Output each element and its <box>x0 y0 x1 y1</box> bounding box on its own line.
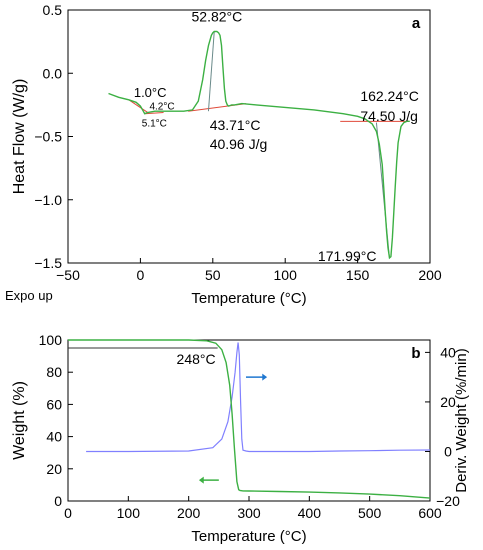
y-tick-label: −0.5 <box>34 129 62 145</box>
deriv-weight-series-line <box>86 342 431 453</box>
y-tick-label: 0.5 <box>43 2 63 18</box>
x-tick-label: −50 <box>56 267 80 283</box>
x-tick-label: 100 <box>274 267 298 283</box>
weight-series-line <box>68 339 431 499</box>
plot-frame <box>67 339 431 502</box>
annotation-label: 40.96 J/g <box>210 136 268 152</box>
y-tick-label: 40 <box>46 429 62 445</box>
y-tick-label: 80 <box>46 364 62 380</box>
tangent-line <box>128 99 148 113</box>
x-tick-label: 500 <box>358 505 382 521</box>
x-tick-label: 600 <box>418 505 442 521</box>
annotation-label: 1.0°C <box>134 85 167 100</box>
x-tick-label: 50 <box>205 267 221 283</box>
y-tick-label: 0 <box>54 493 62 509</box>
annotation-label: 43.71°C <box>210 117 261 133</box>
x-tick-label: 0 <box>64 505 72 521</box>
deriv-axis-arrowhead <box>262 373 268 381</box>
weight-axis-arrowhead <box>198 476 204 484</box>
panel-b: 0 100 200 300 400 500 600 0 20 40 60 80 100 −20 0 20 40 T… <box>11 332 470 545</box>
panel-a: −50 0 50 100 150 200 0.5 0.0 −0.5 −1.0 −1.5 Tempera… <box>5 2 442 307</box>
annotation-label: 5.1°C <box>142 119 167 130</box>
x-tick-label: 0 <box>137 267 145 283</box>
y-tick-label: 60 <box>46 396 62 412</box>
y-axis-label: Heat Flow (W/g) <box>11 79 28 195</box>
x-axis-label: Temperature (°C) <box>191 290 306 307</box>
x-tick-label: 150 <box>346 267 370 283</box>
expo-up-label: Expo up <box>5 288 53 303</box>
y2-axis-label: Deriv. Weight (%/min) <box>453 348 470 492</box>
y-axis-label: Weight (%) <box>11 381 28 460</box>
y-tick-label: 0.0 <box>43 65 63 81</box>
y-tick-label: 20 <box>46 461 62 477</box>
y-tick-label: 100 <box>39 332 63 348</box>
onset-line <box>207 31 215 112</box>
panel-label-a: a <box>412 15 421 32</box>
annotation-label: 74.50 J/g <box>360 108 418 124</box>
y2-tick-label: −20 <box>436 493 460 509</box>
y-tick-label: −1.0 <box>34 192 62 208</box>
x-tick-label: 400 <box>298 505 322 521</box>
x-tick-label: 200 <box>418 267 442 283</box>
y2-tick-label: 20 <box>440 394 456 410</box>
y-tick-label: −1.5 <box>34 255 62 271</box>
y2-tick-label: 0 <box>444 443 452 459</box>
y2-tick-label: 40 <box>440 344 456 360</box>
x-tick-label: 300 <box>237 505 261 521</box>
x-tick-label: 200 <box>177 505 201 521</box>
heat-flow-series-line <box>108 30 410 260</box>
annotation-label: 4.2°C <box>149 101 174 112</box>
annotation-label: 248°C <box>177 351 216 367</box>
panel-label-b: b <box>411 345 420 362</box>
tangent-line <box>144 111 164 115</box>
annotation-label: 52.82°C <box>192 9 243 25</box>
annotation-label: 162.24°C <box>360 88 419 104</box>
annotation-label: 171.99°C <box>318 248 377 264</box>
x-axis-label: Temperature (°C) <box>191 528 306 545</box>
x-tick-label: 100 <box>117 505 141 521</box>
